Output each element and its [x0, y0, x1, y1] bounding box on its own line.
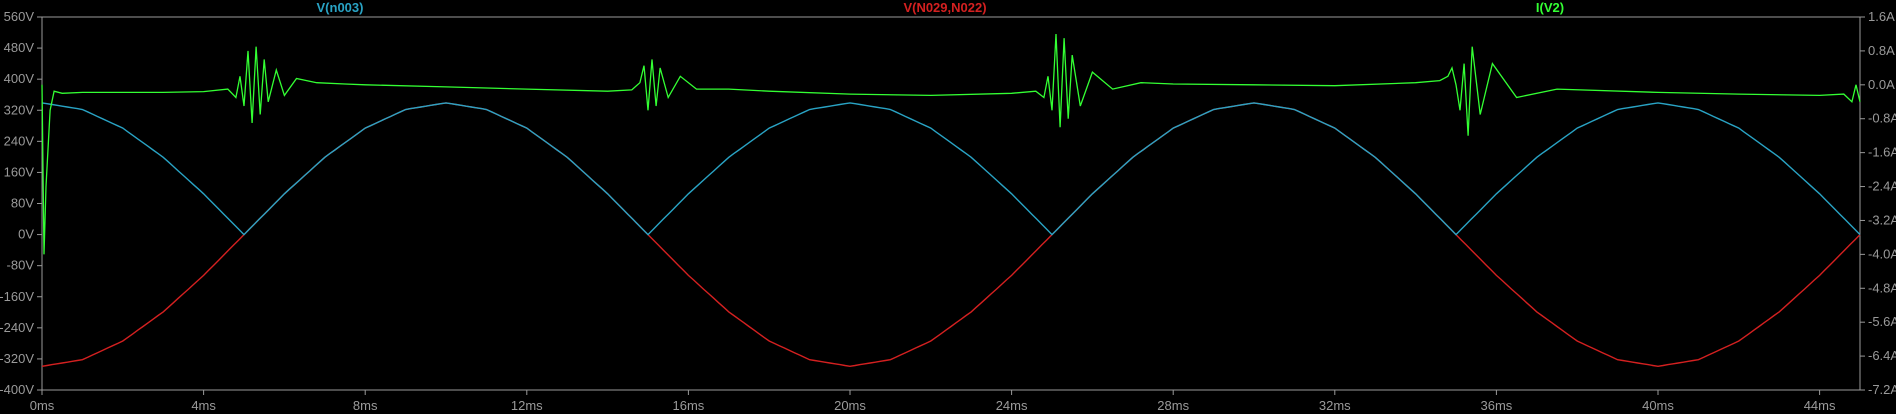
y-left-tick-label: 560V	[4, 9, 35, 24]
y-left-tick-label: -240V	[0, 320, 34, 335]
x-tick-label: 32ms	[1319, 398, 1351, 413]
legend-label-0: V(n003)	[317, 0, 364, 15]
y-right-tick-label: 0.0A	[1868, 77, 1895, 92]
y-right-tick-label: -7.2A	[1868, 382, 1896, 397]
legend: V(n003) V(N029,N022) I(V2)	[317, 0, 1565, 15]
x-tick-label: 20ms	[834, 398, 866, 413]
y-left-tick-label: -160V	[0, 289, 34, 304]
y-right-tick-label: -3.2A	[1868, 212, 1896, 227]
x-tick-label: 16ms	[673, 398, 705, 413]
x-tick-label: 0ms	[30, 398, 55, 413]
series-line-0	[41, 102, 1861, 236]
y-right-tick-label: -2.4A	[1868, 179, 1896, 194]
series-line-2	[41, 33, 1861, 255]
x-tick-label: 40ms	[1642, 398, 1674, 413]
y-left-tick-label: -320V	[0, 351, 34, 366]
x-tick-label: 44ms	[1804, 398, 1836, 413]
y-left-tick-label: -80V	[7, 258, 35, 273]
y-left-tick-label: 80V	[11, 196, 34, 211]
x-tick-label: 24ms	[996, 398, 1028, 413]
plot-frame	[41, 16, 1861, 391]
y-right-tick-label: -4.0A	[1868, 246, 1896, 261]
y-left-tick-label: 400V	[4, 71, 35, 86]
y-right-tick-label: 1.6A	[1868, 9, 1895, 24]
x-tick-label: 12ms	[511, 398, 543, 413]
x-tick-label: 8ms	[353, 398, 378, 413]
series-layer	[41, 33, 1861, 368]
legend-label-1: V(N029,N022)	[903, 0, 986, 15]
y-left-tick-label: 0V	[18, 227, 34, 242]
x-axis: 0ms 4ms 8ms 12ms 16ms 20ms 24ms 28ms 32ms 36ms 40m…	[30, 390, 1836, 413]
y-right-tick-label: -5.6A	[1868, 314, 1896, 329]
y-axis-right: 1.6A 0.8A 0.0A -0.8A -1.6A -2.4A -3.2A -4.0A -4.…	[1860, 9, 1896, 397]
x-tick-label: 4ms	[191, 398, 216, 413]
legend-label-2: I(V2)	[1536, 0, 1564, 15]
y-right-tick-label: -1.6A	[1868, 145, 1896, 160]
x-tick-label: 36ms	[1481, 398, 1513, 413]
y-left-tick-label: -400V	[0, 382, 34, 397]
y-axis-left: 560V 480V 400V 320V 240V 160V 80V 0V -80V -160V -2…	[0, 9, 42, 397]
y-right-tick-label: 0.8A	[1868, 43, 1895, 58]
y-left-tick-label: 240V	[4, 133, 35, 148]
y-right-tick-label: -0.8A	[1868, 111, 1896, 126]
y-right-tick-label: -4.8A	[1868, 280, 1896, 295]
x-tick-label: 28ms	[1157, 398, 1189, 413]
y-left-tick-label: 480V	[4, 40, 35, 55]
y-left-tick-label: 320V	[4, 102, 35, 117]
y-right-tick-label: -6.4A	[1868, 348, 1896, 363]
y-left-tick-label: 160V	[4, 164, 35, 179]
